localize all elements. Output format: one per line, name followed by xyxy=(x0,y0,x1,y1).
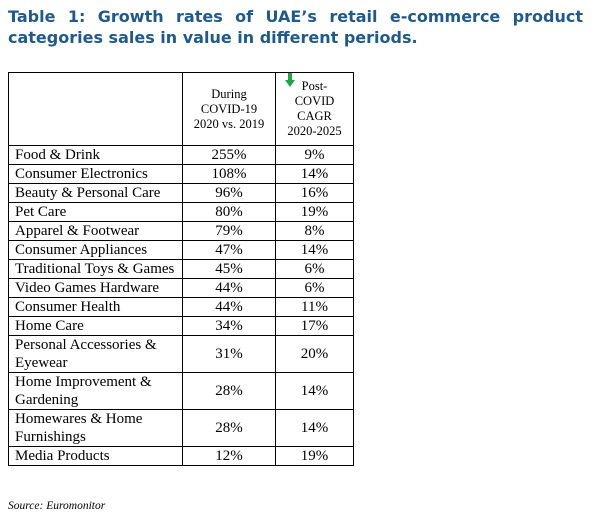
header-line: 2020-2025 xyxy=(287,124,342,138)
table-cell: 14% xyxy=(275,164,354,184)
table-cell: 17% xyxy=(275,316,354,336)
header-line: Post- xyxy=(301,79,328,93)
table-cell: 108% xyxy=(182,164,276,184)
table-row: Home Care 34% 17% xyxy=(8,316,354,336)
table-cell: 31% xyxy=(182,335,276,373)
table-row: Traditional Toys & Games 45% 6% xyxy=(8,259,354,279)
table-cell: 28% xyxy=(182,372,276,410)
table-cell: 16% xyxy=(275,183,354,203)
table-row: Homewares & Home Furnishings 28% 14% xyxy=(8,409,354,447)
table-cell: 34% xyxy=(182,316,276,336)
table-cell: Home Improvement & Gardening xyxy=(8,372,183,410)
header-row: During COVID-19 2020 vs. 2019 Post- COVID CA… xyxy=(8,72,354,146)
header-line: During xyxy=(211,86,247,101)
table-row: Apparel & Footwear 79% 8% xyxy=(8,221,354,241)
table-row: Consumer Appliances 47% 14% xyxy=(8,240,354,260)
table-cell: 6% xyxy=(275,259,354,279)
table-row: Pet Care 80% 19% xyxy=(8,202,354,222)
table-cell: 47% xyxy=(182,240,276,260)
table-cell: Apparel & Footwear xyxy=(8,221,183,241)
table-cell: 12% xyxy=(182,446,276,466)
table-cell: 28% xyxy=(182,409,276,447)
table-cell: 8% xyxy=(275,221,354,241)
table-cell: Home Care xyxy=(8,316,183,336)
table-row: Personal Accessories & Eyewear 31% 20% xyxy=(8,335,354,373)
header-cell: During COVID-19 2020 vs. 2019 xyxy=(182,72,295,146)
header-cell: Post- COVID CAGR 2020-2025 xyxy=(275,72,354,146)
table-cell: 6% xyxy=(275,278,354,298)
down-arrow-icon xyxy=(285,72,295,87)
table-cell: 11% xyxy=(275,297,354,317)
table-cell: 80% xyxy=(182,202,276,222)
table-cell: 96% xyxy=(182,183,276,203)
table-cell: 45% xyxy=(182,259,276,279)
table-cell: Consumer Electronics xyxy=(8,164,183,184)
table-cell: Consumer Appliances xyxy=(8,240,183,260)
table-row: Food & Drink 255% 9% xyxy=(8,145,354,165)
data-table: During COVID-19 2020 vs. 2019 Post- COVID CA… xyxy=(8,72,354,466)
table-cell: 255% xyxy=(182,145,276,165)
table-row: Beauty & Personal Care 96% 16% xyxy=(8,183,354,203)
table-cell: Homewares & Home Furnishings xyxy=(8,409,183,447)
table-cell: Beauty & Personal Care xyxy=(8,183,183,203)
table-cell: 44% xyxy=(182,278,276,298)
table-row: Consumer Electronics 108% 14% xyxy=(8,164,354,184)
table-cell: Food & Drink xyxy=(8,145,183,165)
header-line: CAGR xyxy=(297,109,332,123)
header-line: COVID-19 xyxy=(200,101,258,116)
table-cell: 79% xyxy=(182,221,276,241)
table-cell: 14% xyxy=(275,409,354,447)
table-cell: 9% xyxy=(275,145,354,165)
table-cell: Consumer Health xyxy=(8,297,183,317)
header-cell xyxy=(8,72,183,146)
header-line: 2020 vs. 2019 xyxy=(193,116,265,131)
header-line: COVID xyxy=(294,94,335,108)
table-cell: Media Products xyxy=(8,446,183,466)
table-cell: 20% xyxy=(275,335,354,373)
table-cell: Personal Accessories & Eyewear xyxy=(8,335,183,373)
table-cell: Pet Care xyxy=(8,202,183,222)
table-row: Video Games Hardware 44% 6% xyxy=(8,278,354,298)
table-cell: Traditional Toys & Games xyxy=(8,259,183,279)
table-cell: 14% xyxy=(275,240,354,260)
table-title: Table 1: Growth rates of UAE’s retail e-… xyxy=(8,7,583,47)
table-row: Media Products 12% 19% xyxy=(8,446,354,466)
table-row: Home Improvement & Gardening 28% 14% xyxy=(8,372,354,410)
table-cell: 44% xyxy=(182,297,276,317)
table-cell: 14% xyxy=(275,372,354,410)
source-note: Source: Euromonitor xyxy=(8,500,106,512)
table-cell: Video Games Hardware xyxy=(8,278,183,298)
table-cell: 19% xyxy=(275,446,354,466)
table-row: Consumer Health 44% 11% xyxy=(8,297,354,317)
table-cell: 19% xyxy=(275,202,354,222)
